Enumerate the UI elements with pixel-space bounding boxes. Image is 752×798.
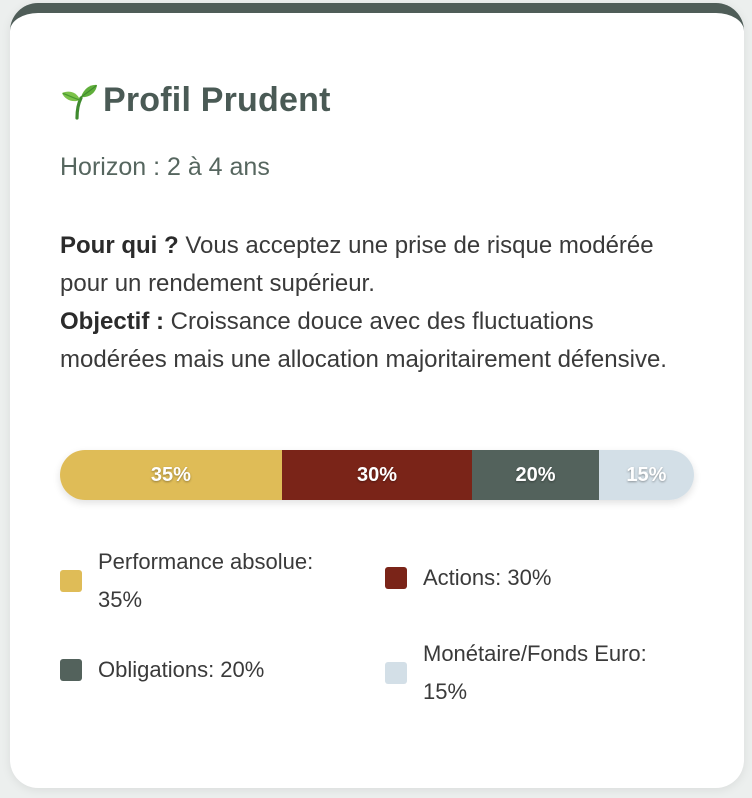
legend-item-actions: Actions: 30% [385, 559, 705, 597]
profile-header: Profil Prudent [59, 75, 331, 125]
pour-qui-text: Vous acceptez une prise de risque modéré… [60, 232, 654, 297]
sprout-icon [62, 84, 97, 120]
page-title: Profil Prudent [103, 80, 331, 119]
legend-label: Performance absolue: 35% [98, 549, 314, 612]
legend-swatch [385, 567, 407, 589]
legend-item-performance: Performance absolue: 35% [60, 543, 360, 619]
allocation-bar: 35% 30% 20% 15% [60, 450, 694, 500]
horizon-text: Horizon : 2 à 4 ans [60, 153, 270, 181]
legend-item-obligations: Obligations: 20% [60, 651, 360, 689]
legend-item-monetaire: Monétaire/Fonds Euro: 15% [385, 635, 705, 711]
objectif-text: Croissance douce avec des fluctuations m… [60, 308, 667, 373]
allocation-segment-monetaire: 15% [598, 450, 694, 500]
legend-label: Monétaire/Fonds Euro: 15% [423, 641, 647, 704]
allocation-segment-obligations: 20% [472, 450, 599, 500]
pour-qui-label: Pour qui ? [60, 232, 179, 259]
profile-description: Pour qui ? Vous acceptez une prise de ri… [60, 227, 700, 379]
legend-swatch [60, 659, 82, 681]
legend-label: Actions: 30% [423, 565, 552, 590]
legend-label: Obligations: 20% [98, 657, 265, 682]
legend-swatch [60, 570, 82, 592]
allocation-segment-performance: 35% [60, 450, 282, 500]
profile-card: Profil Prudent Horizon : 2 à 4 ans Pour … [10, 3, 744, 788]
objectif-label: Objectif : [60, 308, 165, 335]
legend-swatch [385, 662, 407, 684]
allocation-segment-actions: 30% [281, 450, 473, 500]
